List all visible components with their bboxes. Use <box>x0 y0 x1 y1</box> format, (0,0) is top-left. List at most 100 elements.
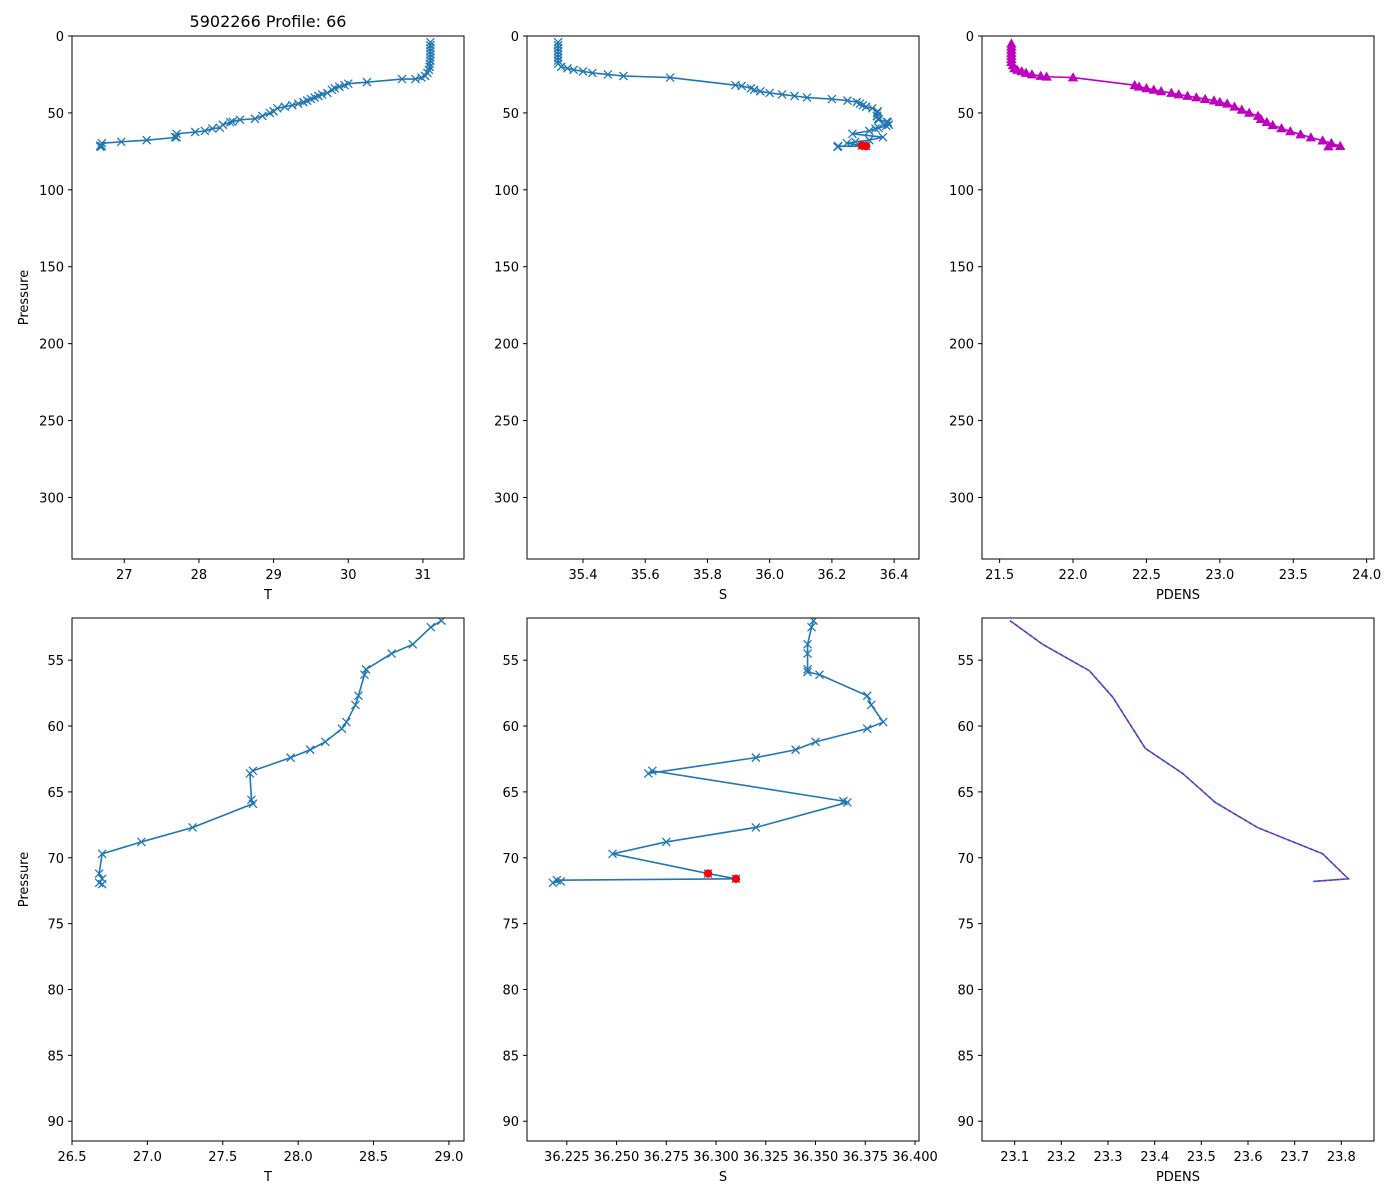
data-point <box>411 74 420 84</box>
data-point <box>751 753 761 763</box>
x-tick-label: 22.5 <box>1132 568 1161 583</box>
data-point <box>225 117 235 127</box>
x-tick-label: 31 <box>415 568 432 583</box>
data-point <box>870 124 880 134</box>
data-point <box>777 89 787 99</box>
data-point <box>408 639 418 649</box>
data-point <box>207 124 217 134</box>
data-point <box>878 132 888 142</box>
data-point <box>327 85 337 95</box>
x-tick-label: 36.275 <box>644 1150 690 1165</box>
data-point <box>608 849 618 859</box>
data-point <box>387 649 397 659</box>
data-point <box>1305 132 1317 142</box>
y-tick-label: 50 <box>47 107 64 122</box>
y-tick-label: 75 <box>47 918 64 933</box>
data-point <box>362 77 372 87</box>
series-line <box>97 619 442 885</box>
y-tick-label: 200 <box>949 338 974 353</box>
x-axis-label: S <box>719 1170 727 1185</box>
data-point <box>1035 70 1046 80</box>
data-point <box>665 73 675 82</box>
data-point <box>286 753 296 763</box>
y-tick-label: 250 <box>39 415 64 430</box>
x-tick-label: 23.7 <box>1280 1150 1309 1165</box>
data-point <box>803 667 813 677</box>
x-tick-label: 36.250 <box>594 1150 640 1165</box>
y-tick-label: 150 <box>494 261 519 276</box>
data-point <box>811 737 820 747</box>
flagged-point <box>703 869 713 878</box>
data-point <box>1166 87 1177 97</box>
y-tick-label: 80 <box>957 984 974 999</box>
y-tick-label: 55 <box>502 654 519 669</box>
data-point <box>94 869 104 879</box>
data-point <box>350 700 360 710</box>
data-point <box>248 799 258 809</box>
x-tick-label: 36.350 <box>793 1150 839 1165</box>
axes-frame <box>71 617 465 1142</box>
y-tick-label: 50 <box>502 107 519 122</box>
data-point <box>751 823 761 832</box>
panel-bottom-middle: 36.225 36.250 36.275 36.300 36.325 36.350 36.3… <box>502 617 938 1185</box>
data-point <box>1026 69 1038 79</box>
plot-area <box>548 618 888 888</box>
data-point <box>322 88 332 98</box>
data-point <box>884 120 894 130</box>
x-tick-label: 36.375 <box>843 1150 889 1165</box>
data-point <box>603 69 613 79</box>
data-point <box>1041 71 1052 81</box>
data-point <box>803 639 813 649</box>
data-point <box>1182 90 1193 100</box>
data-point <box>553 56 563 66</box>
x-tick-label: 23.8 <box>1327 1150 1356 1165</box>
data-point <box>341 717 351 727</box>
x-tick-label: 23.3 <box>1094 1150 1123 1165</box>
data-point <box>1317 135 1328 145</box>
x-tick-label: 22.0 <box>1059 568 1088 583</box>
data-point <box>360 670 369 680</box>
y-tick-label: 300 <box>39 491 64 506</box>
y-tick-label: 75 <box>502 918 519 933</box>
data-point <box>737 81 747 91</box>
chart-title: 5902266 Profile: 66 <box>190 12 347 31</box>
data-point <box>1267 119 1278 130</box>
data-point <box>340 80 349 90</box>
y-tick-label: 70 <box>502 852 519 867</box>
data-point <box>320 737 330 747</box>
data-point <box>94 878 104 888</box>
data-point <box>815 670 824 680</box>
y-tick-label: 200 <box>494 338 519 353</box>
data-point <box>299 97 308 107</box>
panel-bottom-right: 23.1 23.2 23.3 23.4 23.5 23.6 23.7 23.8 55 60 65 70… <box>957 617 1375 1185</box>
y-tick-label: 70 <box>47 852 64 867</box>
plot-area <box>95 37 435 152</box>
data-point <box>556 877 566 886</box>
data-point <box>1229 101 1240 111</box>
data-point <box>1199 93 1211 103</box>
data-point <box>578 66 588 76</box>
x-tick-label: 23.1 <box>1000 1150 1029 1165</box>
y-tick-label: 65 <box>47 786 64 801</box>
data-point <box>215 123 225 133</box>
data-point <box>791 745 801 755</box>
axes-frame <box>981 617 1375 1142</box>
x-tick-label: 23.4 <box>1140 1150 1169 1165</box>
data-point <box>802 93 812 102</box>
y-tick-label: 100 <box>949 184 974 199</box>
x-tick-label: 23.5 <box>1187 1150 1216 1165</box>
data-point <box>97 849 107 859</box>
x-tick-label: 36.300 <box>693 1150 739 1165</box>
data-point <box>842 797 852 807</box>
data-point <box>842 96 852 106</box>
data-point <box>95 142 105 152</box>
data-point <box>548 878 558 888</box>
x-tick-label: 30 <box>340 568 357 583</box>
data-point <box>755 86 765 96</box>
data-point <box>1067 72 1079 82</box>
y-tick-label: 150 <box>39 261 64 276</box>
data-point <box>188 823 198 832</box>
y-tick-label: 65 <box>957 786 974 801</box>
data-point <box>136 837 146 847</box>
y-tick-label: 75 <box>957 918 974 933</box>
